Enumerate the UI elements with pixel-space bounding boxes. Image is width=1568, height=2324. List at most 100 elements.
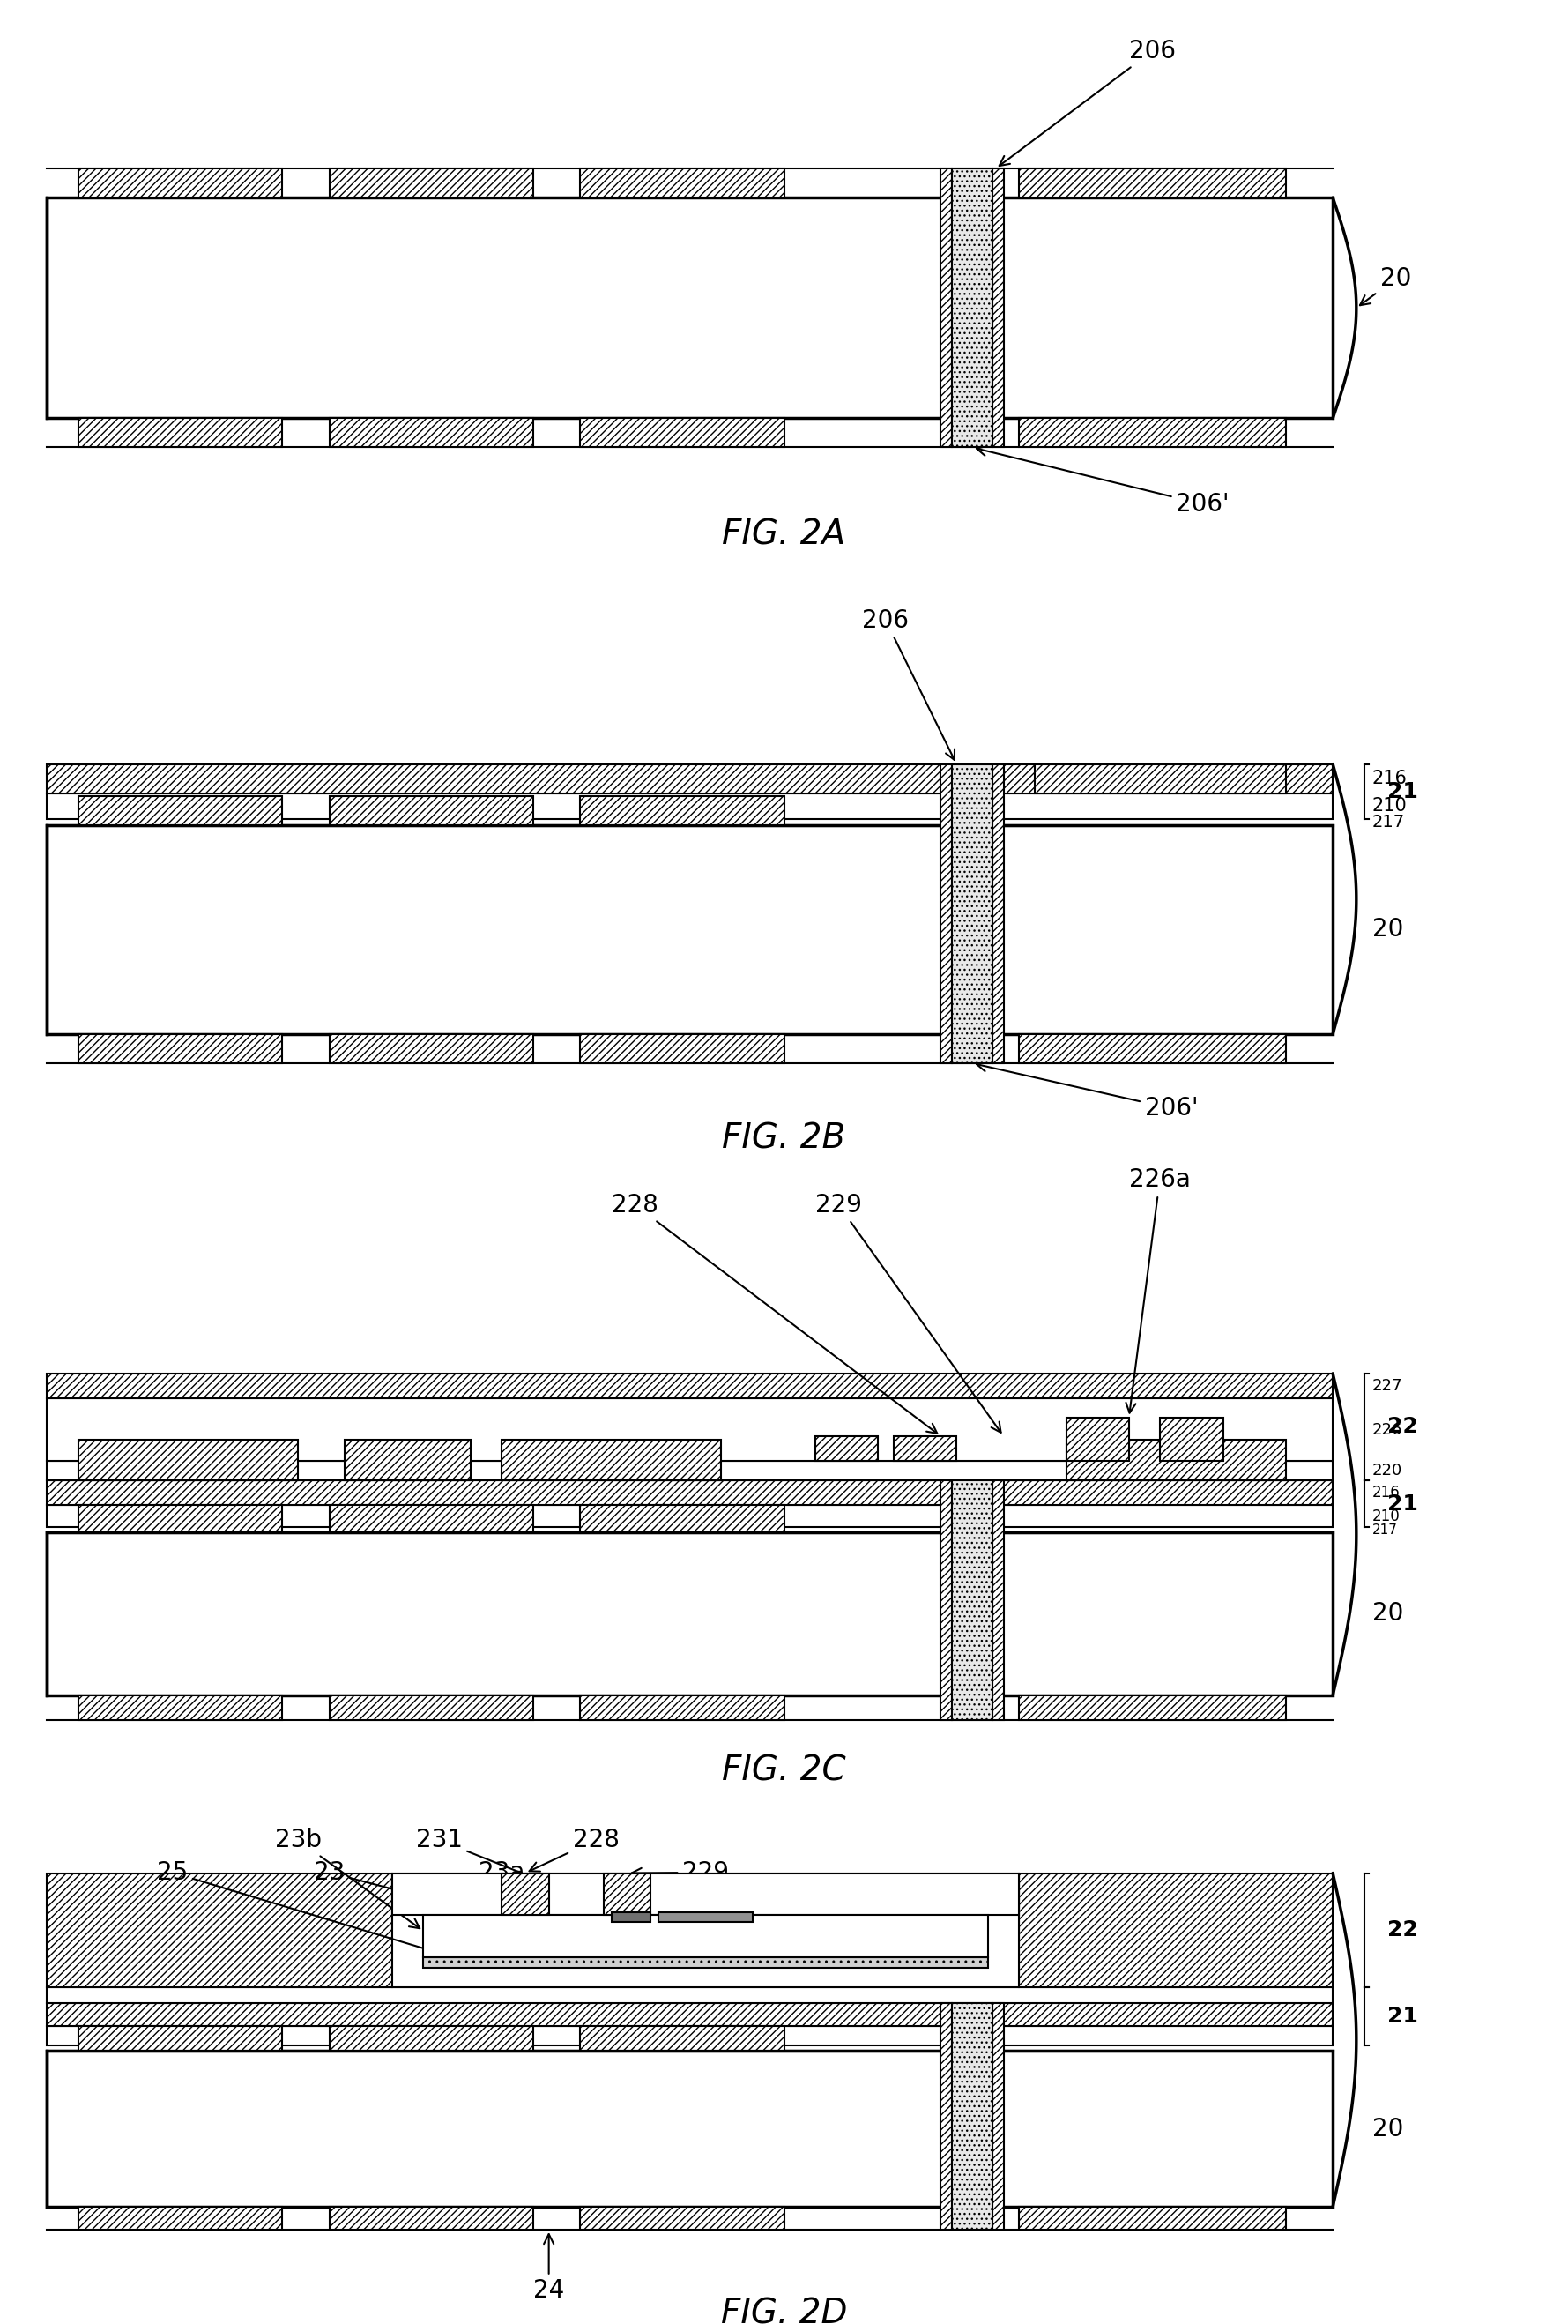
Text: 20: 20 [1372,2117,1403,2140]
Text: 226: 226 [1372,1422,1402,1439]
Bar [952,1480,993,1720]
Text: 228: 228 [612,1192,938,1434]
Bar [1035,765,1286,792]
Bar [78,418,282,446]
Bar [952,2003,993,2229]
Bar [502,1439,721,1480]
Bar [47,1873,392,1987]
Text: 25: 25 [157,1859,466,1964]
Bar [329,2027,533,2050]
Text: 210: 210 [1372,797,1406,816]
Bar [329,418,533,446]
Bar [952,765,993,1064]
Text: 22: 22 [1388,1920,1419,1941]
Bar [47,198,1333,418]
Bar [78,795,282,825]
Text: 216: 216 [1372,769,1406,788]
Bar [47,1480,1333,1506]
Bar [392,1873,1019,1987]
Bar [612,1913,651,1922]
Text: 231: 231 [416,1827,622,1915]
Bar [329,1034,533,1064]
Text: 24: 24 [533,2233,564,2303]
Bar [47,1532,1333,1697]
Bar [47,2003,1333,2027]
Bar [1019,418,1286,446]
Bar [502,1873,549,1915]
Bar [941,1480,952,1720]
Text: 23b: 23b [274,1827,420,1929]
Bar [993,1480,1004,1720]
Bar [78,1697,282,1720]
Bar [580,2208,784,2229]
Bar [47,1399,1333,1462]
Bar [580,1506,784,1532]
Text: FIG. 2C: FIG. 2C [721,1755,847,1787]
Text: 20: 20 [1372,1601,1403,1627]
Bar [329,170,533,198]
Bar [580,1034,784,1064]
Text: 217: 217 [1372,813,1405,830]
Bar [47,1987,1333,2003]
Text: 210: 210 [1372,1508,1400,1525]
Bar [1019,170,1286,198]
Bar [659,1913,753,1922]
Bar [329,1506,533,1532]
Bar [345,1439,470,1480]
Bar [580,795,784,825]
Bar [993,765,1004,1064]
Bar [78,2208,282,2229]
Bar [329,2208,533,2229]
Bar [329,1697,533,1720]
Bar [47,765,1333,792]
Bar [47,1462,1333,1480]
Bar [423,1915,988,1957]
Bar [1019,1873,1333,1987]
Bar [47,1373,1333,1399]
Bar [78,1034,282,1064]
Bar [47,2050,1333,2208]
Text: 21: 21 [1388,1492,1419,1515]
Bar [941,167,952,446]
Text: 229: 229 [632,1859,729,1885]
Bar [1066,1439,1286,1480]
Bar [1066,1418,1129,1462]
Text: 20: 20 [1372,918,1403,941]
Text: 226a: 226a [1126,1167,1190,1413]
Bar [329,795,533,825]
Bar [580,1697,784,1720]
Text: 206': 206' [977,1062,1198,1120]
Bar [580,170,784,198]
Text: 227: 227 [1372,1378,1402,1394]
Text: 23a: 23a [478,1859,701,1917]
Bar [78,2027,282,2050]
Text: 217: 217 [1372,1522,1397,1536]
Bar [941,765,952,1064]
Bar [47,792,1333,820]
Text: 22: 22 [1388,1415,1419,1436]
Bar [815,1436,878,1462]
Text: 21: 21 [1388,781,1419,802]
Bar [604,1873,651,1915]
Text: 220: 220 [1372,1462,1402,1478]
Bar [1160,1418,1223,1462]
Bar [47,2027,1333,2045]
Bar [78,1506,282,1532]
Text: 20: 20 [1359,267,1411,304]
Bar [392,1873,1019,1915]
Bar [1019,1697,1286,1720]
Bar [580,418,784,446]
Text: 229: 229 [815,1192,1000,1432]
Text: 206: 206 [999,40,1176,165]
Bar [580,2027,784,2050]
Bar [423,1957,988,1968]
Text: 21: 21 [1388,2006,1419,2027]
Text: 228: 228 [530,1827,619,1871]
Bar [78,170,282,198]
Bar [47,1506,1333,1527]
Bar [1019,2208,1286,2229]
Bar [1019,1034,1286,1064]
Bar [941,2003,952,2229]
Text: 206: 206 [862,609,955,760]
Bar [894,1436,956,1462]
